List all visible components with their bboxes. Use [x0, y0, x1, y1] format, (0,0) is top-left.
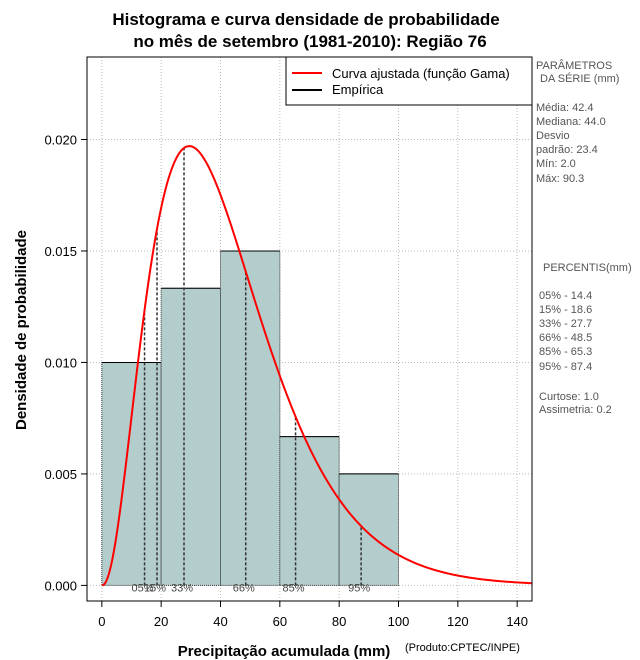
stat-line: Desvio	[536, 130, 570, 142]
x-tick-label: 40	[213, 614, 227, 629]
x-axis: 0 20 40 60 80 100 120 140	[98, 601, 528, 629]
percentil-line: 05% - 14.4	[539, 290, 592, 302]
percentil-line: 15% - 18.6	[539, 304, 592, 316]
percentile-label-05%: 05%	[132, 582, 154, 594]
y-tick-label: 0.005	[44, 467, 77, 482]
y-tick-label: 0.000	[44, 578, 77, 593]
params-title: PARÂMETROS	[536, 59, 612, 72]
x-tick-label: 80	[332, 614, 346, 629]
x-tick-label: 20	[154, 614, 168, 629]
legend-box	[285, 56, 533, 106]
percentile-label-15%: 15%	[144, 582, 166, 594]
histogram-bar-3	[279, 436, 340, 586]
histogram-bar-1	[160, 287, 222, 586]
percentil-line: 95% - 87.4	[539, 361, 592, 373]
skewness-line: Assimetria: 0.2	[539, 404, 612, 416]
params-subtitle: DA SÉRIE (mm)	[540, 72, 619, 85]
x-tick-label: 0	[98, 614, 105, 629]
stat-line: Mediana: 44.0	[536, 116, 606, 128]
histogram-bar-4	[338, 473, 399, 586]
percentile-label-66%: 66%	[233, 582, 255, 594]
stat-line: padrão: 23.4	[536, 144, 598, 156]
legend-empirical-label: Empírica	[332, 82, 384, 97]
y-axis-label: Densidade de probabilidade	[13, 230, 30, 430]
x-axis-label: Precipitação acumulada (mm)	[178, 643, 391, 660]
x-tick-label: 120	[447, 614, 469, 629]
x-tick-label: 60	[273, 614, 287, 629]
y-tick-label: 0.020	[44, 132, 77, 147]
y-tick-label: 0.015	[44, 244, 77, 259]
gamma-curve-group	[101, 145, 533, 587]
stat-line: Máx: 90.3	[536, 173, 584, 185]
stats-panel: PARÂMETROS DA SÉRIE (mm) Média: 42.4 Med…	[536, 59, 632, 416]
legend-curve-label: Curva ajustada (função Gama)	[332, 66, 510, 81]
chart-title-line1: Histograma e curva densidade de probabil…	[112, 10, 499, 29]
histogram-bars	[101, 250, 399, 586]
percentile-label-85%: 85%	[283, 582, 305, 594]
percentis-title: PERCENTIS(mm)	[543, 262, 632, 274]
stat-line: Média: 42.4	[536, 102, 593, 114]
stat-line: Mín: 2.0	[536, 158, 576, 170]
chart-title-line2: no mês de setembro (1981-2010): Região 7…	[133, 32, 486, 51]
histogram-bar-2	[220, 250, 281, 586]
y-tick-label: 0.010	[44, 355, 77, 370]
percentile-label-33%: 33%	[171, 582, 193, 594]
x-tick-label: 140	[506, 614, 528, 629]
gamma-curve	[101, 145, 533, 587]
credit-text: (Produto:CPTEC/INPE)	[405, 642, 520, 654]
percentil-line: 33% - 27.7	[539, 318, 592, 330]
x-tick-label: 100	[388, 614, 410, 629]
percentile-markers: 05%15% 33% 66% 85% 95%	[132, 147, 370, 594]
y-axis: 0.000 0.005 0.010 0.015 0.020	[44, 132, 87, 593]
percentil-line: 66% - 48.5	[539, 332, 592, 344]
percentil-line: 85% - 65.3	[539, 346, 592, 358]
percentile-label-95%: 95%	[348, 582, 370, 594]
legend: Curva ajustada (função Gama) Empírica	[285, 56, 533, 106]
histogram-bar-0	[101, 361, 162, 586]
kurtosis-line: Curtose: 1.0	[539, 391, 599, 403]
